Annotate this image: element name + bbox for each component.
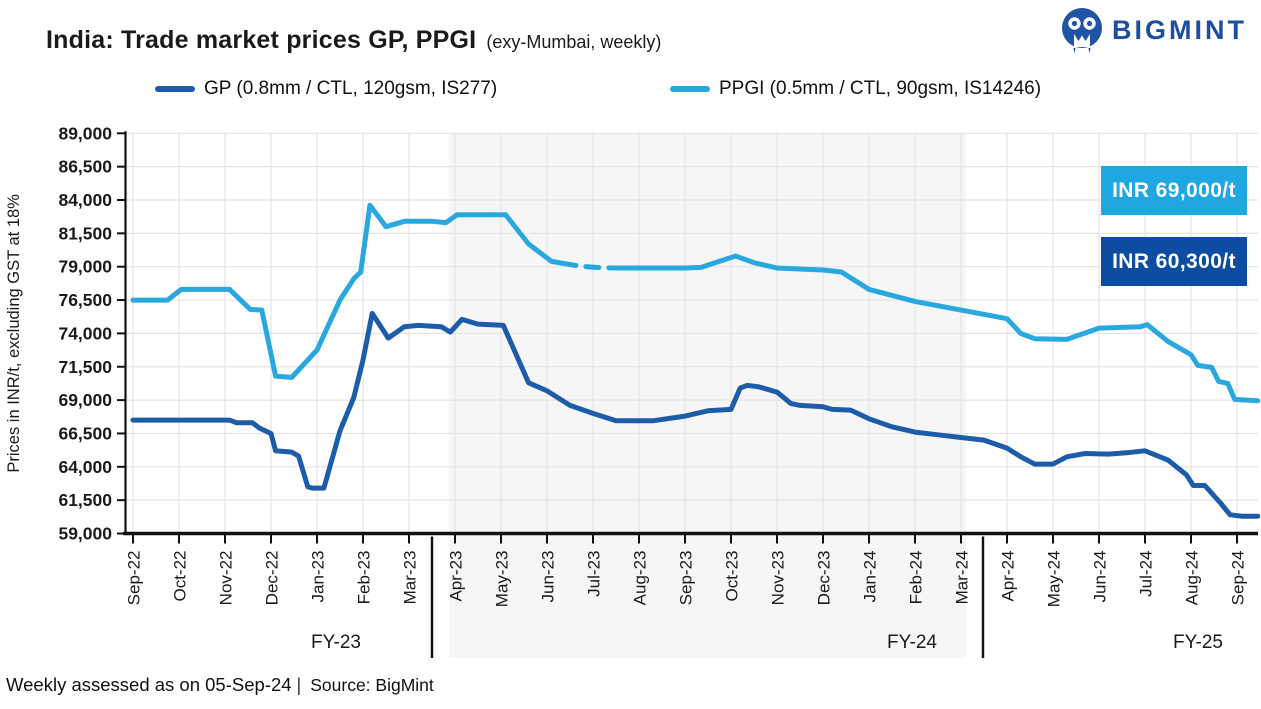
footer-separator: | (296, 675, 302, 695)
svg-text:Sep-24: Sep-24 (1229, 551, 1248, 606)
fiscal-year-labels: FY-23 FY-24 FY-25 (311, 536, 1223, 658)
ppgi-price-callout: INR 69,000/t (1101, 166, 1247, 215)
bigmint-logo: BIGMINT (1059, 7, 1247, 54)
svg-text:84,000: 84,000 (58, 190, 112, 210)
svg-text:Jul-23: Jul-23 (585, 551, 604, 597)
svg-text:69,000: 69,000 (58, 390, 112, 410)
svg-text:79,000: 79,000 (58, 257, 112, 277)
svg-text:FY-24: FY-24 (887, 632, 937, 653)
legend-label-ppgi: PPGI (0.5mm / CTL, 90gsm, IS14246) (719, 78, 1042, 99)
svg-text:81,500: 81,500 (58, 223, 112, 243)
chart-legend: GP (0.8mm / CTL, 120gsm, IS277) PPGI (0.… (0, 78, 1261, 102)
x-axis-labels: Sep-22 Oct-22 Nov-22 Dec-22 Jan-23 Feb-23 Mar-… (125, 533, 1248, 608)
svg-text:Dec-23: Dec-23 (815, 551, 834, 606)
legend-item-ppgi: PPGI (0.5mm / CTL, 90gsm, IS14246) (670, 78, 1041, 100)
svg-text:61,500: 61,500 (58, 490, 112, 510)
header: India: Trade market prices GP, PPGI (exy… (46, 26, 661, 55)
svg-text:May-23: May-23 (493, 551, 512, 608)
page-subtitle: (exy-Mumbai, weekly) (486, 32, 662, 52)
svg-text:76,500: 76,500 (58, 290, 112, 310)
svg-text:Jun-24: Jun-24 (1091, 551, 1110, 603)
svg-text:Mar-24: Mar-24 (953, 551, 972, 605)
svg-text:66,500: 66,500 (58, 423, 112, 443)
svg-text:Nov-22: Nov-22 (217, 551, 236, 606)
series-gp (130, 310, 1261, 519)
svg-text:FY-25: FY-25 (1173, 632, 1223, 653)
svg-text:Nov-23: Nov-23 (769, 551, 788, 606)
bigmint-logo-text: BIGMINT (1112, 15, 1247, 45)
legend-item-gp: GP (0.8mm / CTL, 120gsm, IS277) (155, 78, 497, 100)
svg-text:Jan-23: Jan-23 (309, 551, 328, 603)
legend-label-gp: GP (0.8mm / CTL, 120gsm, IS277) (204, 78, 498, 99)
page-title: India: Trade market prices GP, PPGI (46, 26, 477, 54)
svg-text:89,000: 89,000 (58, 123, 112, 143)
svg-text:Sep-22: Sep-22 (125, 551, 144, 606)
y-axis-labels: 89,000 86,500 84,000 81,500 79,000 76,500 74,0… (58, 123, 125, 544)
svg-text:Jul-24: Jul-24 (1137, 551, 1156, 597)
svg-text:Sep-23: Sep-23 (677, 551, 696, 606)
footer: Weekly assessed as on 05-Sep-24 | Source… (6, 674, 434, 696)
svg-text:Jun-23: Jun-23 (539, 551, 558, 603)
svg-text:FY-23: FY-23 (311, 632, 361, 653)
svg-text:Aug-24: Aug-24 (1183, 551, 1202, 606)
svg-text:Jan-24: Jan-24 (861, 551, 880, 603)
svg-text:Feb-24: Feb-24 (907, 551, 926, 605)
gp-price-callout: INR 60,300/t (1101, 237, 1247, 286)
svg-text:Aug-23: Aug-23 (631, 551, 650, 606)
assessment-date-note: Weekly assessed as on 05-Sep-24 (6, 674, 292, 695)
svg-text:Feb-23: Feb-23 (355, 551, 374, 605)
svg-text:Apr-24: Apr-24 (999, 551, 1018, 602)
source-note: Source: BigMint (310, 675, 434, 695)
svg-text:59,000: 59,000 (58, 524, 112, 544)
svg-text:64,000: 64,000 (58, 457, 112, 477)
ppgi-line-swatch (670, 86, 710, 92)
svg-text:Mar-23: Mar-23 (401, 551, 420, 605)
svg-text:86,500: 86,500 (58, 157, 112, 177)
axes (123, 131, 1258, 536)
svg-text:Dec-22: Dec-22 (263, 551, 282, 606)
y-axis-title: Prices in INR/t, excluding GST at 18% (5, 194, 23, 473)
gp-line-swatch (155, 86, 195, 92)
svg-text:May-24: May-24 (1045, 551, 1064, 608)
gp-price-label: INR 60,300/t (1112, 249, 1236, 273)
svg-text:Oct-23: Oct-23 (723, 551, 742, 602)
fy24-shaded-band (449, 133, 966, 659)
svg-text:71,500: 71,500 (58, 357, 112, 377)
series-ppgi (130, 202, 1261, 404)
bigmint-logo-icon (1059, 7, 1105, 54)
svg-text:Apr-23: Apr-23 (447, 551, 466, 602)
svg-text:Oct-22: Oct-22 (171, 551, 190, 602)
ppgi-price-label: INR 69,000/t (1112, 178, 1236, 202)
svg-text:74,000: 74,000 (58, 323, 112, 343)
